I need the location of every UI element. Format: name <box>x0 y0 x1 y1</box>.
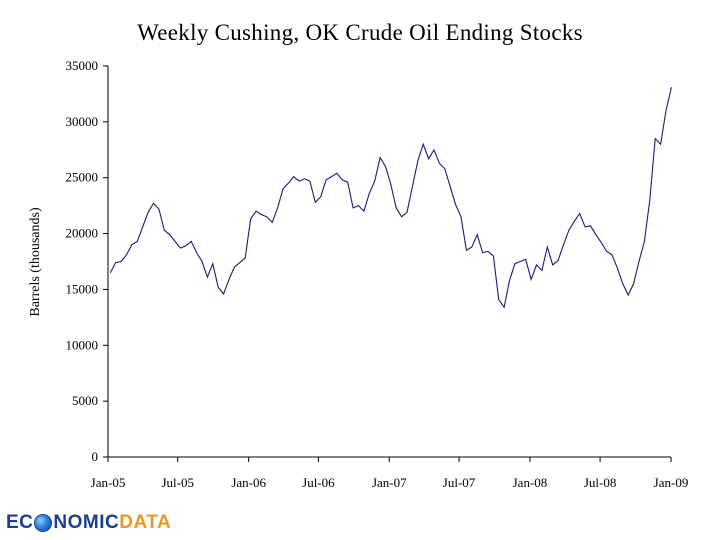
y-tick-label: 30000 <box>66 114 99 129</box>
y-tick-label: 10000 <box>66 337 99 352</box>
chart-title: Weekly Cushing, OK Crude Oil Ending Stoc… <box>137 20 583 45</box>
y-axis-ticks: 0 5000 10000 15000 20000 25000 30000 35000 <box>66 58 108 464</box>
y-tick-label: 35000 <box>66 58 99 73</box>
x-tick-label: Jan-09 <box>654 475 689 490</box>
x-tick-label: Jan-06 <box>231 475 266 490</box>
x-tick-label: Jul-07 <box>443 475 476 490</box>
x-tick-label: Jan-05 <box>91 475 126 490</box>
logo-text-data: DATA <box>119 512 172 533</box>
economicdata-logo: EC NOMIC DATA <box>6 508 171 538</box>
y-tick-label: 0 <box>92 449 99 464</box>
y-axis-title: Barrels (thousands) <box>28 207 43 317</box>
x-tick-label: Jul-08 <box>584 475 617 490</box>
x-tick-label: Jan-07 <box>372 475 407 490</box>
x-tick-label: Jan-08 <box>513 475 548 490</box>
x-tick-label: Jul-05 <box>161 475 194 490</box>
logo-text-nomic: NOMIC <box>53 512 120 533</box>
x-axis-ticks: Jan-05 Jul-05 Jan-06 Jul-06 Jan-07 Jul-07 Jan-… <box>91 457 689 490</box>
globe-icon <box>34 514 53 532</box>
data-points <box>109 86 672 308</box>
x-tick-label: Jul-06 <box>302 475 335 490</box>
y-tick-label: 20000 <box>66 226 99 241</box>
y-tick-label: 5000 <box>72 393 98 408</box>
series-line-cushing-stocks <box>109 87 672 309</box>
logo-text-ec: EC <box>6 512 34 533</box>
y-tick-label: 25000 <box>66 170 99 185</box>
y-tick-label: 15000 <box>66 281 99 296</box>
